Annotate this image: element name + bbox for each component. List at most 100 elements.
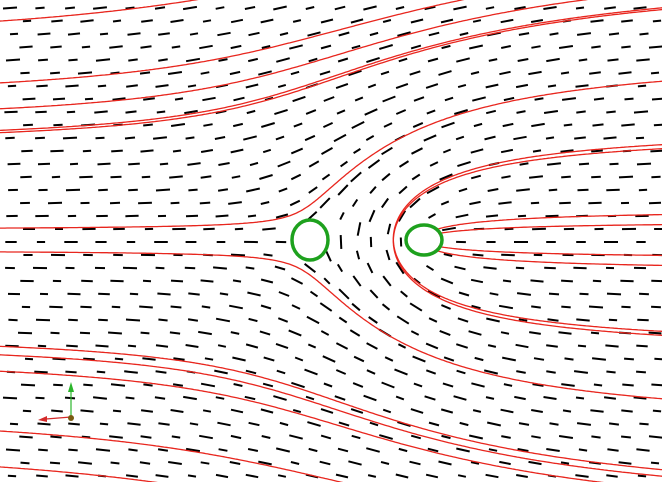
director-dash [215, 473, 229, 479]
director-dash [50, 435, 62, 439]
director-dash [366, 262, 374, 274]
director-dash [218, 162, 230, 166]
streamline [0, 345, 662, 471]
director-dash [260, 278, 274, 284]
director-dash [306, 315, 320, 325]
director-dash [66, 110, 76, 114]
director-dash [439, 329, 451, 337]
director-dash [20, 71, 30, 75]
director-dash [171, 435, 181, 439]
director-dash [607, 58, 619, 62]
director-dash [232, 122, 244, 128]
director-dash [245, 83, 259, 89]
director-dash [624, 357, 634, 361]
director-dash [67, 32, 81, 36]
director-dash [335, 82, 349, 90]
director-dash [261, 45, 271, 49]
director-dash [534, 97, 544, 101]
director-dash [624, 97, 634, 101]
director-dash [500, 331, 510, 335]
director-dash [546, 370, 556, 374]
director-dash [339, 211, 345, 221]
director-dash [337, 184, 349, 196]
director-dash [275, 213, 289, 219]
director-dash [277, 474, 287, 478]
director-dash [369, 31, 379, 37]
director-dash [590, 19, 604, 23]
director-dash [516, 110, 526, 114]
director-dash [112, 97, 126, 101]
director-dash [441, 44, 451, 50]
director-dash [398, 160, 410, 168]
director-dash [350, 18, 364, 24]
director-dash [395, 261, 405, 275]
director-dash [199, 201, 211, 205]
director-dash [367, 474, 377, 478]
director-dash [639, 32, 649, 36]
right-defect-circle-icon [404, 223, 444, 257]
director-dash [546, 448, 560, 452]
director-dash [368, 316, 378, 324]
director-dash [528, 70, 542, 76]
director-dash [83, 383, 93, 387]
director-dash [126, 84, 138, 88]
streamline [434, 213, 662, 231]
director-dash [215, 6, 225, 10]
director-dash [261, 122, 275, 128]
director-dash [321, 173, 331, 181]
director-dash [621, 409, 633, 413]
streamline [0, 8, 662, 134]
director-dash [472, 409, 482, 413]
director-dash [609, 162, 619, 166]
director-dash [230, 434, 242, 440]
director-dash [621, 305, 631, 309]
director-dash [516, 292, 532, 296]
director-dash [231, 175, 241, 179]
streamline [0, 466, 158, 482]
director-dash [470, 461, 480, 465]
director-dash [140, 435, 152, 439]
director-dash [425, 369, 437, 375]
director-dash [19, 45, 33, 49]
director-dash [588, 305, 604, 309]
director-dash [81, 435, 91, 439]
director-dash [229, 304, 243, 310]
director-dash [514, 6, 526, 10]
director-dash [35, 318, 51, 322]
director-dash [278, 187, 288, 193]
director-dash [184, 266, 196, 270]
director-dash [230, 331, 240, 335]
director-dash [9, 32, 19, 36]
director-dash [590, 409, 604, 413]
director-dash [383, 122, 393, 128]
director-dash [454, 265, 466, 271]
director-dash [532, 383, 544, 387]
director-dash [232, 279, 242, 283]
director-dash [410, 330, 420, 336]
director-dash [588, 461, 602, 465]
director-dash [455, 213, 469, 219]
director-dash [308, 186, 318, 194]
director-dash [170, 409, 184, 413]
director-dash [453, 395, 467, 401]
director-dash [232, 356, 246, 362]
director-dash [34, 370, 48, 374]
axes-origin [68, 415, 74, 421]
director-dash [169, 175, 183, 179]
director-dash [52, 97, 66, 101]
director-dash [258, 70, 272, 76]
director-dash [543, 110, 559, 114]
director-dash [395, 6, 405, 10]
director-dash [319, 197, 331, 209]
director-dash [51, 19, 63, 23]
director-dash [500, 408, 514, 414]
director-dash [545, 136, 555, 140]
streamline [0, 0, 465, 84]
director-dash [545, 214, 559, 218]
director-dash [173, 357, 185, 361]
director-dash [578, 58, 588, 62]
director-dash [620, 435, 632, 439]
director-dash [95, 448, 111, 452]
streamline [0, 0, 589, 110]
director-dash [320, 434, 332, 440]
